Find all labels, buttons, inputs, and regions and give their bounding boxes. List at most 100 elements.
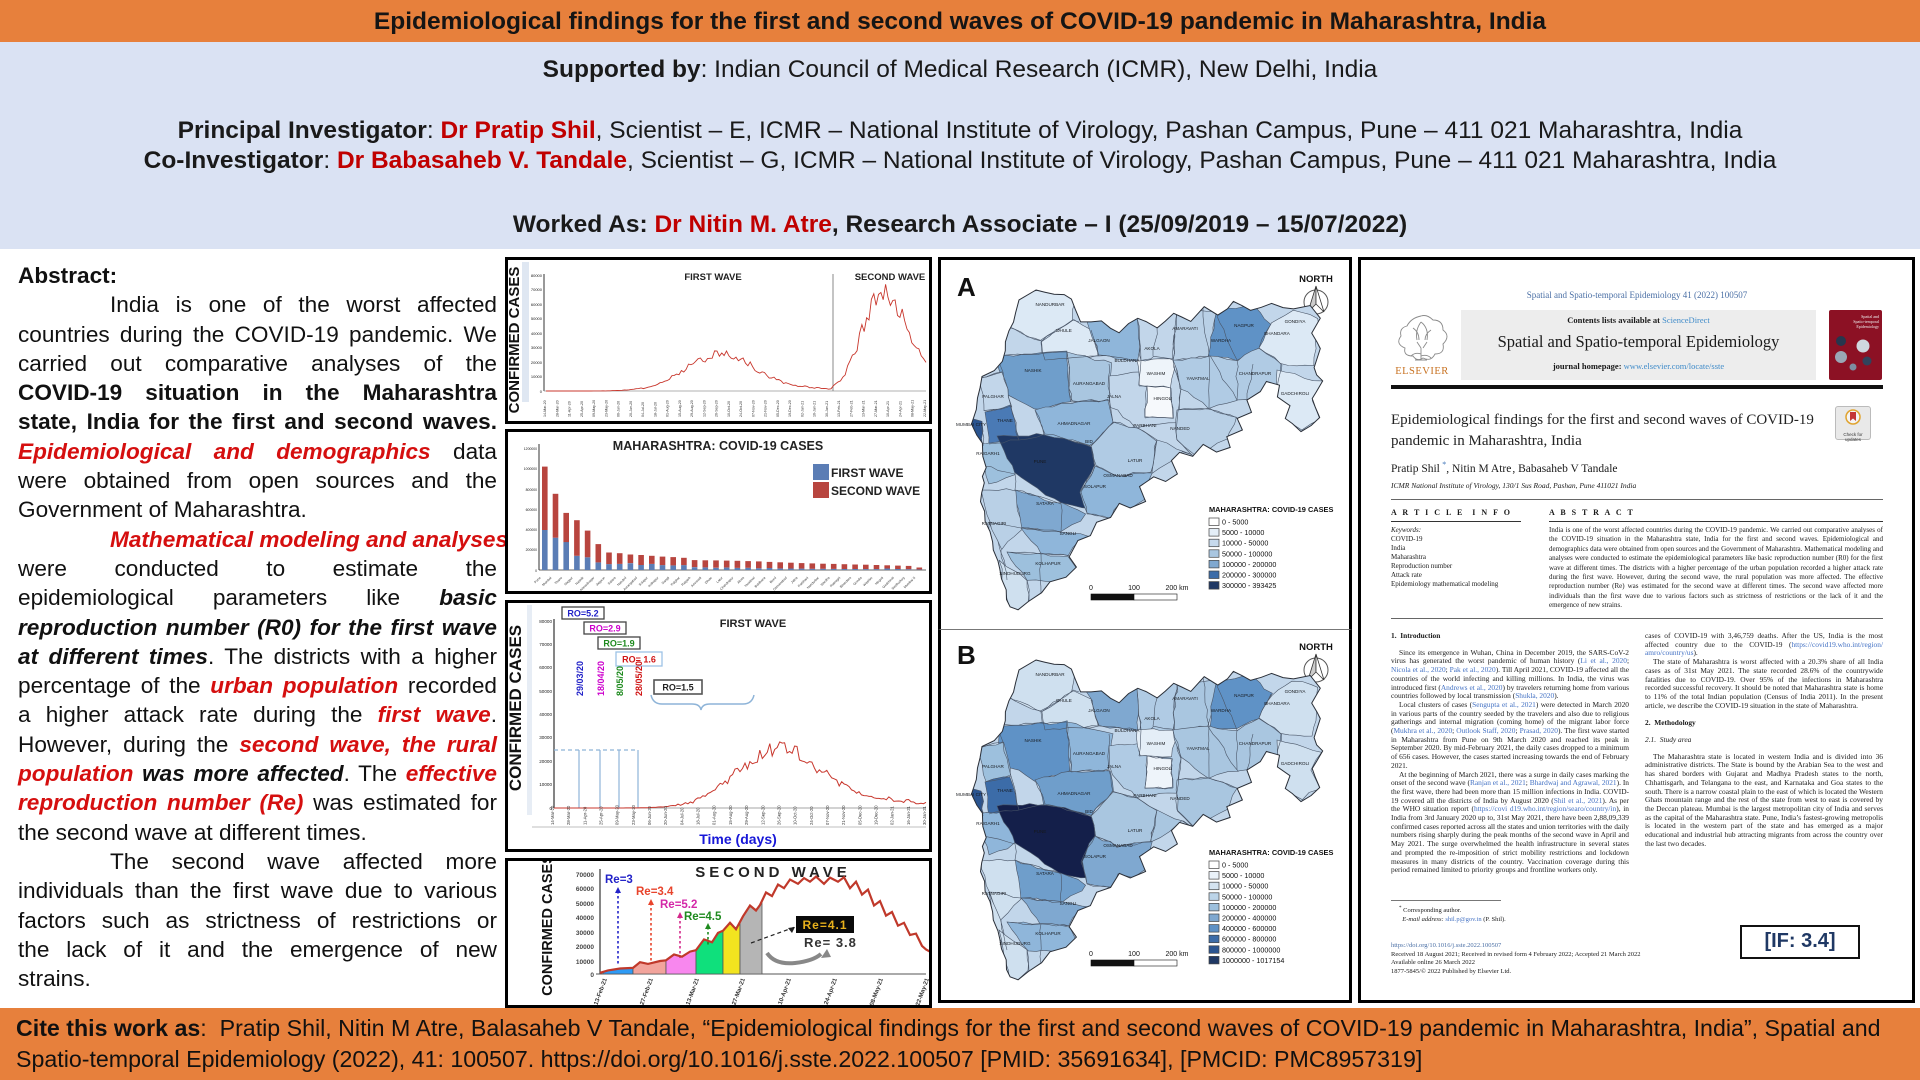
svg-text:SINDHUDURG: SINDHUDURG	[999, 941, 1031, 946]
svg-text:60000: 60000	[539, 665, 552, 670]
svg-text:100000 - 200000: 100000 - 200000	[1222, 560, 1276, 569]
svg-text:GADCHIROLI: GADCHIROLI	[1281, 761, 1310, 766]
svg-text:23-May-20: 23-May-20	[604, 400, 608, 417]
svg-text:CONFIRMED CASES: CONFIRMED CASES	[508, 267, 523, 414]
svg-text:50000: 50000	[531, 316, 543, 321]
svg-text:08-May-21: 08-May-21	[869, 977, 885, 1005]
svg-text:18/04/20: 18/04/20	[596, 661, 606, 696]
svg-text:50000: 50000	[539, 689, 552, 694]
svg-text:NANDED: NANDED	[1170, 796, 1190, 801]
svg-text:Time (days): Time (days)	[699, 831, 777, 847]
svg-text:Latur: Latur	[715, 575, 724, 584]
svg-text:01-Aug-20: 01-Aug-20	[666, 400, 670, 417]
svg-text:60000: 60000	[531, 302, 543, 307]
svg-text:04-Jul-20: 04-Jul-20	[641, 402, 645, 417]
svg-text:50000: 50000	[576, 901, 594, 908]
svg-text:27-Feb-21: 27-Feb-21	[640, 977, 655, 1005]
svg-text:30000: 30000	[576, 930, 594, 937]
svg-text:NANDURBAR: NANDURBAR	[1035, 302, 1065, 307]
svg-text:NAGPUR: NAGPUR	[1234, 323, 1254, 328]
svg-text:CONFIRMED CASES: CONFIRMED CASES	[540, 861, 556, 996]
svg-text:200000: 200000	[526, 548, 537, 552]
svg-text:20000: 20000	[576, 944, 594, 951]
svg-text:Mumbai S: Mumbai S	[903, 575, 917, 589]
svg-text:NASHIK: NASHIK	[1024, 738, 1042, 743]
svg-text:30000: 30000	[539, 735, 552, 740]
svg-text:NASHIK: NASHIK	[1024, 368, 1042, 373]
svg-text:200 km: 200 km	[1166, 951, 1189, 958]
svg-text:21-Nov-20: 21-Nov-20	[841, 805, 846, 825]
svg-text:30-Jan-21: 30-Jan-21	[922, 805, 927, 825]
svg-text:Re=3.4: Re=3.4	[636, 886, 674, 898]
svg-text:PUNE: PUNE	[1034, 459, 1047, 464]
svg-text:40000: 40000	[539, 712, 552, 717]
svg-text:KOLHAPUR: KOLHAPUR	[1035, 561, 1061, 566]
svg-text:Jalgaon: Jalgaon	[595, 576, 606, 587]
svg-text:60000: 60000	[576, 886, 594, 893]
svg-text:12-Sep-20: 12-Sep-20	[702, 400, 706, 417]
svg-text:Nashik: Nashik	[575, 576, 585, 586]
svg-text:0: 0	[590, 972, 594, 979]
svg-text:A: A	[957, 272, 976, 302]
svg-text:26-Sep-20: 26-Sep-20	[776, 805, 781, 825]
svg-text:16-Jan-21: 16-Jan-21	[906, 805, 911, 825]
svg-text:02-Jan-21: 02-Jan-21	[890, 805, 895, 825]
svg-text:NORTH: NORTH	[1299, 274, 1333, 285]
svg-text:AURANGABAD: AURANGABAD	[1073, 751, 1106, 756]
svg-text:CHANDRAPUR: CHANDRAPUR	[1239, 741, 1272, 746]
svg-text:MUMBAI CITY: MUMBAI CITY	[956, 792, 986, 797]
svg-text:15-Aug-20: 15-Aug-20	[728, 805, 733, 825]
svg-text:Akola: Akola	[736, 576, 745, 585]
svg-text:Re=4.1: Re=4.1	[802, 918, 847, 932]
svg-text:50000 - 100000: 50000 - 100000	[1222, 892, 1272, 901]
svg-text:29-Aug-20: 29-Aug-20	[744, 805, 749, 825]
svg-text:1200000: 1200000	[524, 447, 537, 451]
svg-text:0: 0	[1089, 585, 1093, 592]
svg-text:08-May-21: 08-May-21	[911, 400, 915, 417]
svg-text:09-May-20: 09-May-20	[615, 804, 620, 825]
svg-text:18-Jul-20: 18-Jul-20	[653, 402, 657, 417]
svg-text:20-Jun-20: 20-Jun-20	[663, 805, 668, 825]
svg-text:YAVATMAL: YAVATMAL	[1186, 746, 1210, 751]
svg-text:23-May-20: 23-May-20	[631, 804, 636, 825]
svg-text:19-Dec-20: 19-Dec-20	[788, 400, 792, 417]
svg-text:0: 0	[549, 806, 552, 811]
svg-text:LATUR: LATUR	[1128, 458, 1143, 463]
svg-text:16-Jan-21: 16-Jan-21	[813, 401, 817, 417]
svg-text:RAIGARH1: RAIGARH1	[976, 451, 1000, 456]
svg-text:WASHIM: WASHIM	[1147, 741, 1166, 746]
svg-text:18-Jul-20: 18-Jul-20	[696, 807, 701, 825]
svg-text:12-Sep-20: 12-Sep-20	[760, 805, 765, 825]
svg-text:15-Aug-20: 15-Aug-20	[678, 400, 682, 417]
svg-text:CONFIRMED CASES: CONFIRMED CASES	[508, 625, 525, 791]
svg-text:30000: 30000	[531, 345, 543, 350]
svg-text:BHANDARA: BHANDARA	[1264, 701, 1290, 706]
svg-text:PUNE: PUNE	[1034, 829, 1047, 834]
svg-text:07-Nov-20: 07-Nov-20	[751, 400, 755, 417]
svg-text:10000 - 50000: 10000 - 50000	[1222, 882, 1268, 891]
svg-text:JALNA: JALNA	[1107, 764, 1122, 769]
svg-text:8/05/20: 8/05/20	[615, 666, 625, 696]
svg-text:24-Apr-21: 24-Apr-21	[824, 977, 839, 1005]
svg-text:22-May-21: 22-May-21	[915, 977, 929, 1005]
svg-text:28/05/20: 28/05/20	[634, 661, 644, 696]
svg-text:SANGLI: SANGLI	[1060, 531, 1077, 536]
svg-text:25-Apr-20: 25-Apr-20	[599, 806, 604, 825]
svg-text:10000: 10000	[576, 959, 594, 966]
svg-text:Jalna: Jalna	[790, 576, 799, 585]
svg-text:NANDED: NANDED	[1170, 426, 1190, 431]
svg-text:Thane: Thane	[554, 576, 564, 586]
svg-text:Gondia: Gondia	[852, 576, 862, 586]
svg-text:RO=2.9: RO=2.9	[589, 624, 620, 634]
svg-text:200000 - 400000: 200000 - 400000	[1222, 914, 1276, 923]
svg-text:800000: 800000	[526, 488, 537, 492]
svg-text:AHMADNAGAR: AHMADNAGAR	[1058, 421, 1092, 426]
svg-text:200000 - 300000: 200000 - 300000	[1222, 571, 1276, 580]
svg-text:DHULE: DHULE	[1056, 328, 1072, 333]
svg-text:RATNAGIRI: RATNAGIRI	[982, 891, 1007, 896]
svg-text:50000 - 100000: 50000 - 100000	[1222, 549, 1272, 558]
svg-text:DHULE: DHULE	[1056, 698, 1072, 703]
svg-text:Satara: Satara	[607, 576, 617, 586]
svg-text:Hingoli: Hingoli	[874, 576, 884, 586]
svg-text:29-Aug-20: 29-Aug-20	[690, 400, 694, 417]
